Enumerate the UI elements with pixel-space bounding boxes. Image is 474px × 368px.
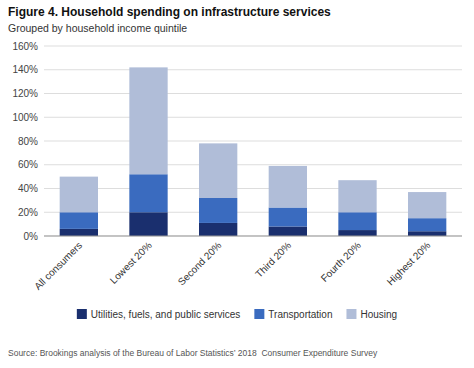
- legend-swatch: [77, 309, 87, 319]
- legend-swatch: [254, 309, 264, 319]
- bar-segment: [269, 166, 307, 208]
- bar-segment: [338, 230, 376, 236]
- grid-line: [44, 164, 462, 165]
- bar-segment: [199, 198, 237, 223]
- x-axis-line: [44, 236, 462, 237]
- y-tick-label: 60%: [18, 159, 38, 170]
- x-tick-label: Second 20%: [176, 240, 224, 288]
- grid-line: [44, 188, 462, 189]
- x-tick-label: Fourth 20%: [319, 240, 363, 284]
- grid-line: [44, 117, 462, 118]
- x-tick-label: Lowest 20%: [108, 240, 154, 286]
- y-tick-label: 140%: [12, 64, 38, 75]
- grid-line: [44, 93, 462, 94]
- bar-segment: [408, 192, 446, 218]
- bar-segment: [408, 231, 446, 236]
- bar-segment: [129, 174, 167, 212]
- y-tick-label: 120%: [12, 88, 38, 99]
- y-tick-label: 0%: [24, 231, 39, 242]
- subtitle: Grouped by household income quintile: [8, 22, 187, 34]
- grid-line: [44, 69, 462, 70]
- source-note: Source: Brookings analysis of the Bureau…: [8, 348, 378, 358]
- grid-line: [44, 46, 462, 47]
- bar-segment: [338, 180, 376, 212]
- y-tick-label: 40%: [18, 183, 38, 194]
- bar-segment: [129, 67, 167, 174]
- legend-label: Utilities, fuels, and public services: [91, 309, 241, 320]
- title: Figure 4. Household spending on infrastr…: [8, 5, 331, 19]
- bar-segment: [60, 212, 98, 229]
- x-tick-label: All consumers: [32, 240, 84, 292]
- y-tick-label: 80%: [18, 136, 38, 147]
- chart: Figure 4. Household spending on infrastr…: [0, 0, 474, 368]
- legend-label: Transportation: [268, 309, 332, 320]
- legend-label: Housing: [360, 309, 397, 320]
- x-tick-label: Third 20%: [253, 240, 293, 280]
- bar-segment: [408, 218, 446, 231]
- y-tick-label: 20%: [18, 207, 38, 218]
- x-tick-label: Highest 20%: [385, 240, 433, 288]
- bar-segment: [60, 177, 98, 213]
- y-tick-label: 160%: [12, 41, 38, 52]
- bar-segment: [60, 229, 98, 236]
- grid-line: [44, 236, 462, 237]
- grid-line: [44, 212, 462, 213]
- bar-segment: [338, 212, 376, 230]
- bars: [60, 67, 447, 236]
- y-tick-label: 100%: [12, 112, 38, 123]
- bar-segment: [129, 212, 167, 236]
- bar-segment: [269, 227, 307, 237]
- legend: Utilities, fuels, and public services Tra…: [77, 309, 397, 320]
- bar-segment: [199, 223, 237, 236]
- grid-line: [44, 141, 462, 142]
- bar-segment: [269, 208, 307, 227]
- legend-swatch: [346, 309, 356, 319]
- bar-segment: [199, 143, 237, 198]
